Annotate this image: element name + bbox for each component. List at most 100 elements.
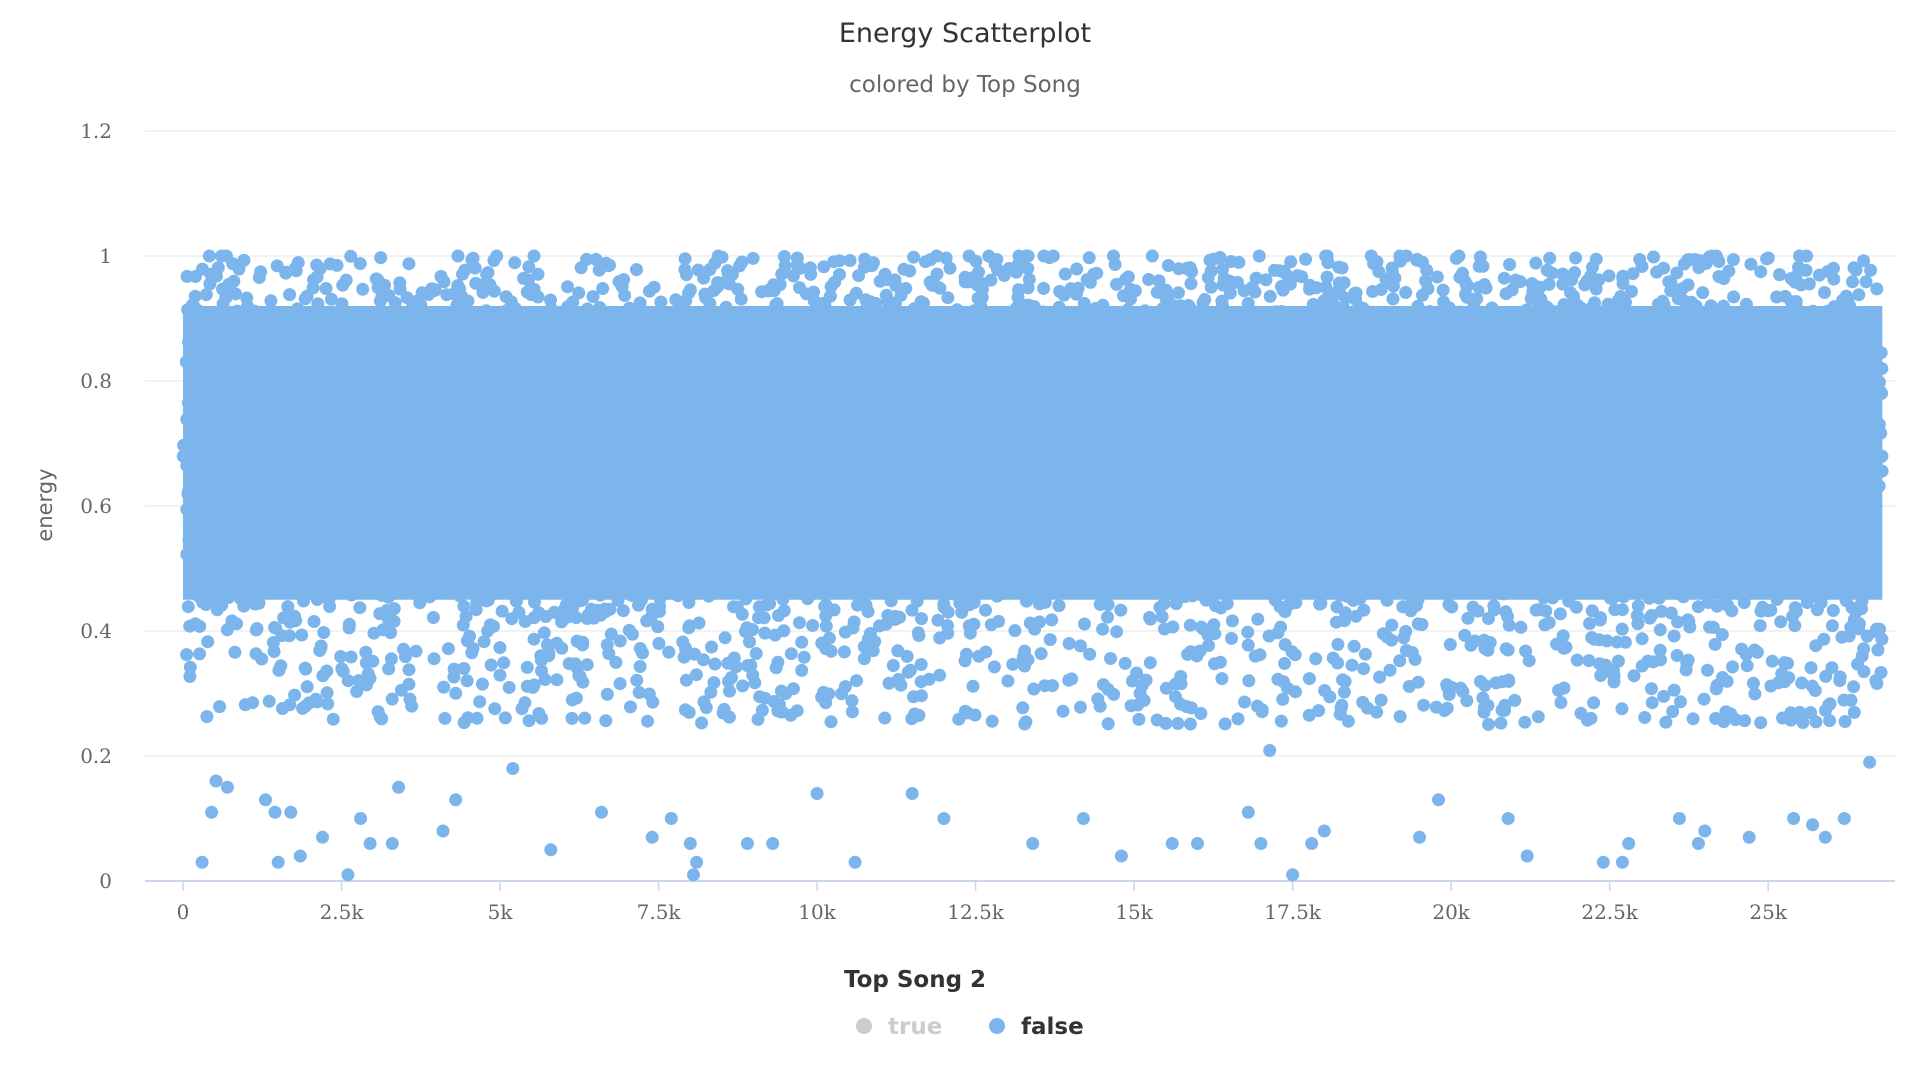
scatter-point[interactable]	[1521, 531, 1535, 545]
scatter-point[interactable]	[662, 645, 676, 659]
scatter-point[interactable]	[1194, 707, 1208, 720]
scatter-point[interactable]	[476, 285, 490, 299]
scatter-point[interactable]	[394, 683, 408, 697]
scatter-point[interactable]	[1280, 547, 1294, 561]
scatter-point[interactable]	[1792, 260, 1805, 274]
scatter-point[interactable]	[202, 249, 216, 263]
scatter-point[interactable]	[1695, 561, 1709, 575]
scatter-point[interactable]	[1150, 389, 1164, 403]
scatter-point[interactable]	[1011, 290, 1025, 304]
scatter-point[interactable]	[582, 368, 596, 381]
scatter-point[interactable]	[1386, 292, 1400, 306]
scatter-point[interactable]	[1536, 560, 1550, 573]
scatter-point[interactable]	[1650, 265, 1664, 279]
scatter-point[interactable]	[1774, 615, 1788, 629]
scatter-point[interactable]	[1066, 567, 1080, 581]
scatter-point[interactable]	[1641, 572, 1655, 586]
scatter-point[interactable]	[1655, 421, 1669, 435]
scatter-point[interactable]	[1620, 428, 1634, 442]
scatter-point[interactable]	[704, 333, 718, 347]
scatter-point[interactable]	[689, 518, 703, 531]
scatter-point[interactable]	[1713, 426, 1727, 440]
scatter-point[interactable]	[359, 645, 373, 659]
scatter-point[interactable]	[1657, 689, 1671, 703]
scatter-point[interactable]	[797, 650, 811, 664]
scatter-point[interactable]	[527, 493, 541, 507]
scatter-point[interactable]	[1113, 522, 1127, 536]
scatter-point[interactable]	[1257, 428, 1271, 442]
scatter-point[interactable]	[1459, 487, 1473, 501]
scatter-point[interactable]	[1374, 454, 1388, 468]
scatter-point[interactable]	[1393, 654, 1407, 668]
scatter-point[interactable]	[1343, 317, 1357, 331]
scatter-point[interactable]	[1184, 277, 1198, 291]
scatter-point[interactable]	[1660, 335, 1674, 349]
scatter-point[interactable]	[1603, 497, 1616, 511]
scatter-point[interactable]	[1062, 637, 1076, 650]
scatter-point[interactable]	[1600, 380, 1613, 394]
scatter-point[interactable]	[1306, 297, 1320, 311]
scatter-point[interactable]	[355, 462, 368, 476]
scatter-point[interactable]	[1167, 401, 1181, 414]
scatter-point[interactable]	[265, 482, 279, 496]
scatter-point[interactable]	[522, 273, 535, 287]
scatter-point[interactable]	[1875, 386, 1889, 400]
scatter-point[interactable]	[843, 254, 857, 267]
scatter-point[interactable]	[1329, 405, 1343, 419]
scatter-point[interactable]	[962, 249, 976, 263]
scatter-point[interactable]	[1421, 471, 1435, 485]
scatter-point[interactable]	[456, 358, 470, 372]
scatter-point[interactable]	[1370, 525, 1384, 539]
scatter-point[interactable]	[651, 442, 664, 456]
scatter-point[interactable]	[1593, 613, 1607, 627]
scatter-point[interactable]	[387, 461, 401, 475]
scatter-point[interactable]	[624, 337, 638, 351]
scatter-point[interactable]	[1577, 507, 1591, 521]
scatter-point[interactable]	[180, 547, 194, 561]
scatter-point[interactable]	[437, 471, 451, 485]
scatter-point[interactable]	[1058, 267, 1072, 281]
scatter-point[interactable]	[1599, 437, 1613, 451]
scatter-point[interactable]	[833, 533, 846, 547]
scatter-point[interactable]	[802, 573, 816, 586]
scatter-point[interactable]	[1754, 604, 1768, 618]
scatter-point[interactable]	[1046, 433, 1060, 447]
scatter-point[interactable]	[1495, 675, 1509, 689]
scatter-point[interactable]	[596, 366, 610, 380]
scatter-point[interactable]	[884, 594, 898, 608]
scatter-point[interactable]	[920, 311, 934, 325]
scatter-point[interactable]	[1057, 459, 1071, 473]
scatter-point[interactable]	[820, 417, 834, 431]
scatter-point[interactable]	[612, 457, 626, 471]
scatter-point[interactable]	[830, 398, 844, 412]
scatter-point[interactable]	[1203, 534, 1217, 548]
scatter-point[interactable]	[682, 621, 696, 635]
scatter-point[interactable]	[859, 598, 873, 612]
scatter-point[interactable]	[1610, 463, 1624, 477]
scatter-point[interactable]	[825, 491, 839, 505]
scatter-point[interactable]	[1396, 536, 1410, 550]
scatter-point[interactable]	[650, 515, 664, 529]
scatter-point[interactable]	[1508, 693, 1522, 707]
scatter-point[interactable]	[318, 353, 332, 366]
scatter-point[interactable]	[1809, 405, 1823, 418]
scatter-point[interactable]	[687, 562, 701, 576]
scatter-point[interactable]	[1307, 542, 1321, 556]
scatter-point[interactable]	[1399, 286, 1413, 299]
scatter-point[interactable]	[1504, 405, 1518, 418]
scatter-point[interactable]	[1419, 274, 1433, 288]
scatter-point[interactable]	[1770, 578, 1784, 591]
scatter-point[interactable]	[209, 580, 223, 594]
scatter-point[interactable]	[581, 302, 594, 316]
scatter-point[interactable]	[1842, 534, 1856, 548]
scatter-point[interactable]	[1074, 700, 1087, 714]
scatter-point[interactable]	[1274, 714, 1288, 728]
scatter-point[interactable]	[1857, 665, 1871, 679]
scatter-point[interactable]	[1721, 470, 1735, 484]
scatter-point[interactable]	[901, 347, 915, 361]
scatter-point[interactable]	[990, 253, 1004, 266]
scatter-point[interactable]	[958, 654, 972, 668]
scatter-point[interactable]	[1421, 318, 1434, 332]
scatter-point[interactable]	[1498, 364, 1512, 378]
scatter-point[interactable]	[1087, 479, 1101, 493]
